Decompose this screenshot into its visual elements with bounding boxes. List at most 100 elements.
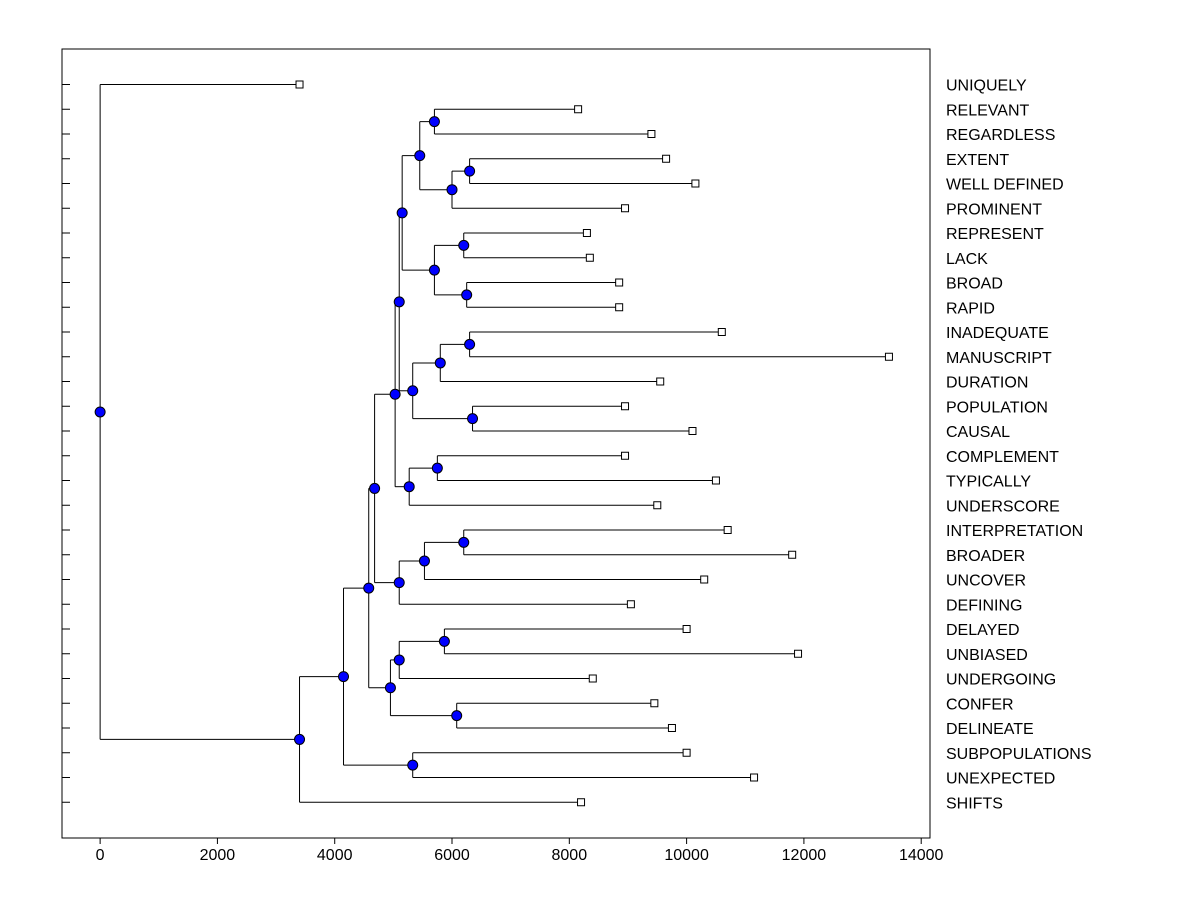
merge-node [396,207,408,219]
merge-node [434,357,446,369]
merge-node [414,150,426,162]
leaf-marker [667,724,676,732]
leaf-marker [750,773,759,782]
leaf-marker [691,179,700,188]
leaf-marker [656,377,665,386]
leaf-marker [682,625,691,633]
merge-node [431,462,443,474]
leaf-marker [650,699,659,708]
leaf-label: COMPLEMENT [946,449,1059,466]
merge-node [458,536,470,548]
x-tick-label: 2000 [200,847,236,864]
leaf-marker [577,798,586,807]
leaf-marker [621,402,630,411]
leaf-marker [717,328,726,336]
leaf-marker [647,130,656,138]
leaf-marker [884,352,893,361]
leaf-label: DEFINING [946,597,1022,614]
merge-node [94,406,106,418]
merge-node [451,710,463,722]
leaf-marker [588,674,597,683]
x-tick-label: 10000 [664,847,709,864]
x-axis: 0 2000 4000 6000 8000 10000 12000 14000 [96,838,944,864]
merge-node [418,555,430,567]
leaf-label: RELEVANT [946,102,1030,119]
leaf-label: INTERPRETATION [946,523,1083,540]
leaf-marker [653,501,662,510]
merge-node [363,582,375,594]
leaf-label: EXTENT [946,152,1009,169]
leaf-marker [615,303,624,312]
merge-node [393,296,405,308]
leaf-label: UNIQUELY [946,78,1027,95]
leaf-marker [574,105,583,114]
leaf-marker [662,154,671,163]
leaf-label: PROMINENT [946,201,1042,218]
leaf-label: UNEXPECTED [946,771,1055,788]
leaf-label: REGARDLESS [946,127,1055,144]
leaf-marker [682,748,691,757]
leaf-label: INADEQUATE [946,325,1049,342]
merge-node [384,682,396,694]
leaf-marker [582,229,591,237]
x-tick-label: 8000 [552,847,588,864]
leaf-label: TYPICALLY [946,474,1031,491]
merge-node [407,385,419,397]
leaf-markers [295,80,893,807]
merge-node [428,264,440,276]
leaf-label: WELL DEFINED [946,177,1064,194]
merge-node [428,116,440,128]
leaf-marker [585,253,594,262]
leaf-label: UNDERGOING [946,672,1056,689]
leaf-label: UNCOVER [946,573,1026,590]
leaf-marker [711,476,720,485]
merge-node [458,239,470,251]
leaf-label: UNBIASED [946,647,1028,664]
link-lines [99,84,889,803]
plot-frame [61,48,931,839]
leaf-marker [700,575,709,584]
merge-node [446,184,458,196]
merge-nodes [94,116,479,771]
leaf-label: BROAD [946,276,1003,293]
merge-node [403,481,415,493]
merge-node [464,165,476,177]
leaf-marker [688,427,697,435]
x-tick-label: 14000 [899,847,944,864]
leaf-marker [794,649,803,658]
merge-node [407,759,419,771]
x-tick-label: 12000 [782,847,827,864]
x-tick-label: 6000 [434,847,470,864]
leaf-marker [295,80,304,89]
leaf-tick-group [62,84,70,803]
merge-node [393,654,405,666]
leaf-label: POPULATION [946,399,1048,416]
leaf-label: CONFER [946,696,1014,713]
leaf-marker [621,204,630,213]
x-tick-label: 4000 [317,847,353,864]
leaf-label: BROADER [946,548,1025,565]
merge-node [464,338,476,350]
leaf-label: SHIFTS [946,795,1003,812]
merge-node [338,671,350,683]
leaf-label: SUBPOPULATIONS [946,746,1092,763]
leaf-marker [626,600,635,609]
leaf-label: LACK [946,251,988,268]
leaf-labels: UNIQUELY RELEVANT REGARDLESS EXTENT WELL DEF… [946,78,1092,813]
leaf-label: DELAYED [946,622,1020,639]
leaf-marker [621,451,630,460]
merge-node [438,635,450,647]
leaf-label: REPRESENT [946,226,1044,243]
leaf-label: MANUSCRIPT [946,350,1052,367]
merge-node [393,577,405,589]
x-tick-label: 0 [96,847,105,864]
merge-node [461,289,473,301]
leaf-marker [723,526,732,534]
leaf-label: UNDERSCORE [946,498,1060,515]
merge-node [467,413,479,425]
leaf-marker [788,550,797,559]
merge-node [369,482,381,494]
leaf-label: RAPID [946,300,995,317]
leaf-label: CAUSAL [946,424,1010,441]
